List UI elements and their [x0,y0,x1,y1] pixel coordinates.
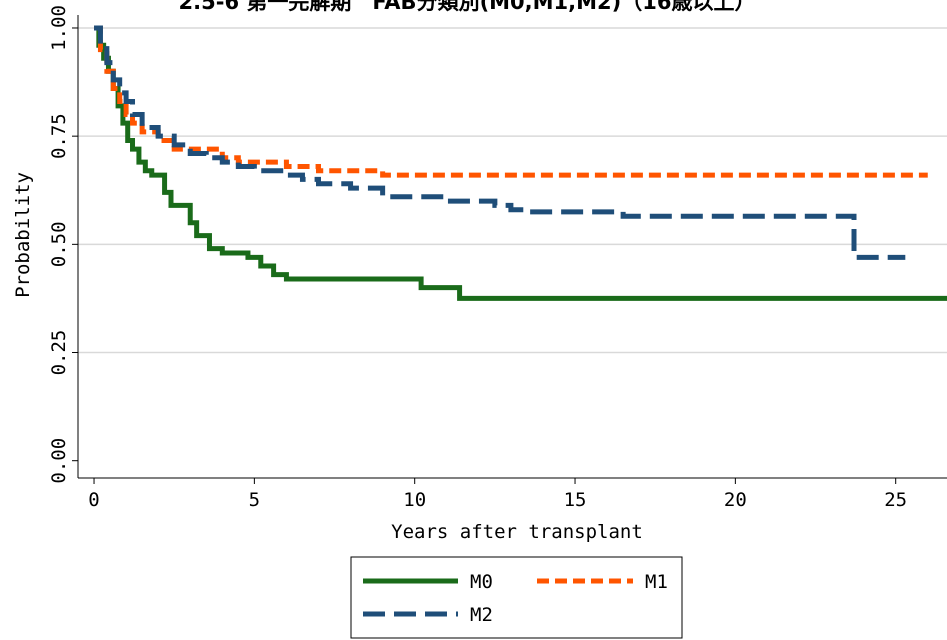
y-axis-ticks: 0.00 0.25 0.50 0.75 1.00 [48,5,78,484]
x-tick-label: 5 [249,489,260,511]
y-tick-label: 0.75 [48,113,70,159]
x-tick-label: 15 [564,489,587,511]
legend: M0 M1 M2 [350,556,683,639]
y-axis-title: Probability [12,172,34,298]
y-tick-label: 0.25 [48,330,70,376]
x-axis-title: Years after transplant [391,521,643,543]
y-tick-label: 1.00 [48,5,70,51]
x-tick-label: 10 [403,489,426,511]
series-line-m2 [94,25,906,260]
chart-title: 2.5-6 第一完解期 FAB分類別(M0,M1,M2)（16歳以上） [179,0,756,14]
series-line-m1 [94,25,928,178]
x-tick-label: 0 [88,489,99,511]
legend-label-m0: M0 [470,571,493,593]
legend-box [350,556,683,639]
x-axis-ticks: 0 5 10 15 20 25 [88,478,907,511]
legend-label-m1: M1 [645,571,668,593]
series-layer [94,25,947,301]
y-tick-label: 0.00 [48,438,70,484]
y-tick-label: 0.50 [48,221,70,267]
x-tick-label: 25 [884,489,907,511]
x-tick-label: 20 [724,489,747,511]
legend-label-m2: M2 [470,604,493,626]
grid-lines [78,27,947,354]
